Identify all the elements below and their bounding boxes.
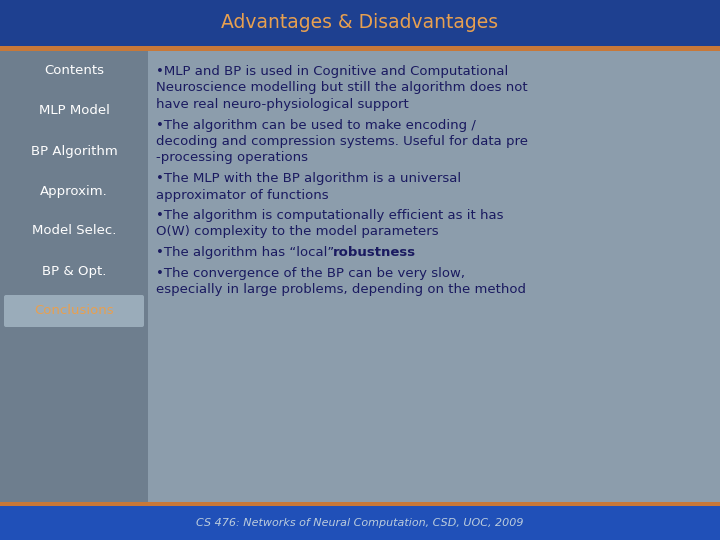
Text: approximator of functions: approximator of functions xyxy=(156,188,328,201)
Text: Conclusions: Conclusions xyxy=(34,305,114,318)
Text: MLP Model: MLP Model xyxy=(39,105,109,118)
Bar xyxy=(0,51,148,502)
Text: •The MLP with the BP algorithm is a universal: •The MLP with the BP algorithm is a univ… xyxy=(156,172,461,185)
Text: •The algorithm can be used to make encoding /: •The algorithm can be used to make encod… xyxy=(156,118,476,132)
Text: •The convergence of the BP can be very slow,: •The convergence of the BP can be very s… xyxy=(156,267,465,280)
Text: robustness: robustness xyxy=(333,246,416,259)
Text: Approxim.: Approxim. xyxy=(40,185,108,198)
FancyBboxPatch shape xyxy=(4,295,144,327)
Bar xyxy=(0,46,720,51)
Text: O(W) complexity to the model parameters: O(W) complexity to the model parameters xyxy=(156,226,438,239)
Text: Neuroscience modelling but still the algorithm does not: Neuroscience modelling but still the alg… xyxy=(156,82,528,94)
Text: CS 476: Networks of Neural Computation, CSD, UOC, 2009: CS 476: Networks of Neural Computation, … xyxy=(197,518,523,528)
Bar xyxy=(0,502,720,506)
Bar xyxy=(0,0,720,46)
Text: •The algorithm has “local”: •The algorithm has “local” xyxy=(156,246,338,259)
Text: •The algorithm is computationally efficient as it has: •The algorithm is computationally effici… xyxy=(156,209,503,222)
Text: -processing operations: -processing operations xyxy=(156,152,308,165)
Text: have real neuro-physiological support: have real neuro-physiological support xyxy=(156,98,409,111)
Bar xyxy=(0,51,720,502)
Text: •MLP and BP is used in Cognitive and Computational: •MLP and BP is used in Cognitive and Com… xyxy=(156,65,508,78)
Text: BP Algorithm: BP Algorithm xyxy=(31,145,117,158)
Text: especially in large problems, depending on the method: especially in large problems, depending … xyxy=(156,283,526,296)
Text: decoding and compression systems. Useful for data pre: decoding and compression systems. Useful… xyxy=(156,135,528,148)
Text: BP & Opt.: BP & Opt. xyxy=(42,265,106,278)
Text: Advantages & Disadvantages: Advantages & Disadvantages xyxy=(222,14,498,32)
Text: Contents: Contents xyxy=(44,64,104,78)
Text: Model Selec.: Model Selec. xyxy=(32,225,116,238)
Bar xyxy=(0,506,720,540)
